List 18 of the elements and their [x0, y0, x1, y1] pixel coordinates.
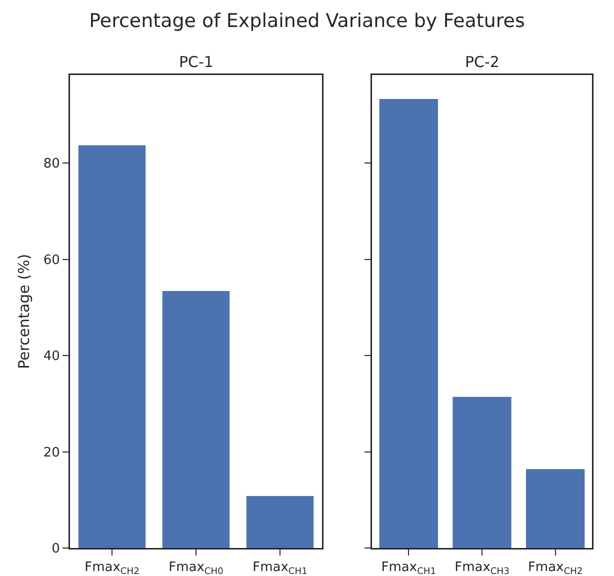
bar: [246, 496, 314, 548]
x-tick-label: Fmax$_{CH3}$: [454, 560, 510, 576]
y-tick-label: 20: [43, 445, 60, 460]
bar: [162, 291, 230, 548]
chart-title: Percentage of Explained Variance by Features: [88, 10, 526, 32]
bar: [78, 145, 146, 548]
y-tick-label: 60: [43, 252, 60, 268]
x-tick-label: Fmax$_{CH0}$: [168, 560, 224, 576]
chart-subtitle: PC-2: [465, 53, 500, 71]
chart-subtitle: PC-1: [179, 53, 214, 71]
y-tick-label: 80: [43, 156, 60, 172]
x-tick-label: Fmax$_{CH2}$: [528, 560, 583, 576]
y-axis-title: Percentage (%): [14, 254, 33, 370]
y-tick-label: 40: [43, 349, 60, 364]
y-tick-label: 0: [52, 542, 60, 557]
x-tick-label: Fmax$_{CH1}$: [381, 560, 436, 576]
x-tick-label: Fmax$_{CH2}$: [84, 560, 140, 576]
x-tick-label: Fmax$_{CH1}$: [252, 560, 308, 576]
